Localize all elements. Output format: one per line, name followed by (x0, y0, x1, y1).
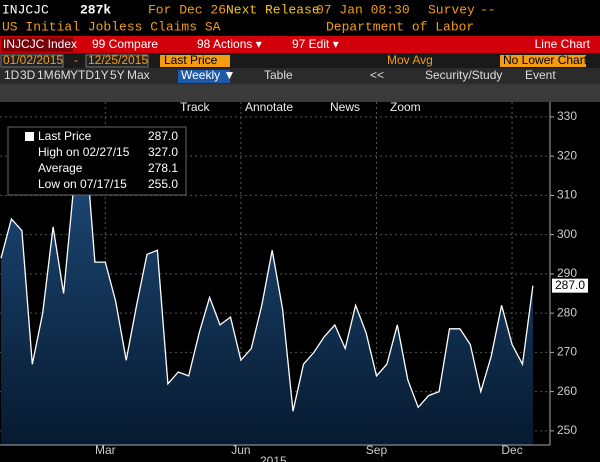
range-bar (0, 53, 600, 68)
table[interactable]: Table (264, 68, 293, 82)
y-tick-label: 310 (557, 188, 577, 202)
legend-label: Last Price (38, 129, 92, 143)
range-end[interactable]: 12/25/2015 (88, 53, 148, 67)
security[interactable]: INJCJC Index (3, 37, 77, 51)
field-box[interactable] (160, 55, 230, 67)
period-button[interactable]: 5Y (110, 68, 125, 82)
x-tick-label: Sep (366, 443, 388, 457)
survey-label: Survey (428, 2, 475, 17)
menu-item[interactable]: 98 Actions ▾ (197, 37, 262, 51)
period-button[interactable]: Max (127, 68, 150, 82)
period-button[interactable]: 6M (54, 68, 71, 82)
period-button[interactable]: 1M (37, 68, 54, 82)
y-tick-label: 280 (557, 305, 577, 319)
security-name: US Initial Jobless Claims SA (2, 19, 221, 34)
y-tick-label: 270 (557, 345, 577, 359)
range-start[interactable]: 01/02/2015 (3, 53, 63, 67)
chart-type[interactable]: Line Chart (535, 37, 591, 51)
legend-value: 278.1 (148, 161, 178, 175)
ticker: INJCJC (2, 2, 49, 17)
legend-label: Low on 07/17/15 (38, 177, 127, 191)
period-button[interactable]: 1Y (94, 68, 109, 82)
menu-item[interactable]: 97 Edit ▾ (292, 37, 339, 51)
survey: -- (480, 2, 496, 17)
period-button[interactable]: 3D (20, 68, 36, 82)
y-tick-label: 260 (557, 384, 577, 398)
x-axis-label: 2015 (260, 454, 287, 462)
security-box[interactable] (1, 37, 73, 52)
y-tick-label: 330 (557, 109, 577, 123)
menu-item[interactable]: 99 Compare (92, 37, 158, 51)
legend-value: 287.0 (148, 129, 178, 143)
end-box[interactable] (85, 54, 149, 68)
study[interactable]: Security/Study (425, 68, 502, 82)
x-tick-label: Jun (231, 443, 250, 457)
legend-label: High on 02/27/15 (38, 145, 130, 159)
x-tick-label: Dec (501, 443, 522, 457)
period-button[interactable]: 1D (4, 68, 20, 82)
legend-value: 255.0 (148, 177, 178, 191)
last-price-tag (552, 278, 588, 293)
source: Department of Labor (326, 19, 474, 34)
legend-value: 327.0 (148, 145, 178, 159)
value: 287k (80, 2, 111, 17)
frequency-box[interactable] (178, 70, 230, 83)
legend-label: Average (38, 161, 83, 175)
toolbar-button[interactable]: Track (180, 100, 211, 114)
toolbar-button[interactable]: Zoom (390, 100, 421, 114)
area (1, 128, 533, 445)
next-release: 07 Jan 08:30 (316, 2, 410, 17)
lower-box[interactable] (500, 55, 586, 67)
legend-swatch (25, 132, 34, 141)
lower[interactable]: No Lower Chart (503, 53, 588, 67)
y-tick-label: 320 (557, 148, 577, 162)
next-release-label: Next Release (226, 2, 320, 17)
menu-bar (0, 36, 600, 53)
field[interactable]: Last Price (164, 53, 218, 67)
event[interactable]: Event (525, 68, 556, 82)
frequency[interactable]: Weekly ▼ (181, 68, 235, 82)
toolbar-button[interactable]: Annotate (245, 100, 293, 114)
y-tick-label: 300 (557, 227, 577, 241)
mov-avg[interactable]: Mov Avg (387, 53, 433, 67)
legend-box (7, 126, 187, 196)
period-bar (0, 68, 600, 84)
period: For Dec 26 (148, 2, 226, 17)
last-price-label: 287.0 (555, 278, 585, 292)
period-button[interactable]: YTD (70, 68, 94, 82)
start-box[interactable] (0, 54, 64, 68)
toolbar-button[interactable]: News (330, 100, 360, 114)
toolbar (0, 84, 600, 102)
range-separator: - (74, 53, 78, 67)
y-tick-label: 290 (557, 266, 577, 280)
nav[interactable]: << (370, 68, 384, 82)
x-tick-label: Mar (95, 443, 116, 457)
y-tick-label: 250 (557, 423, 577, 437)
